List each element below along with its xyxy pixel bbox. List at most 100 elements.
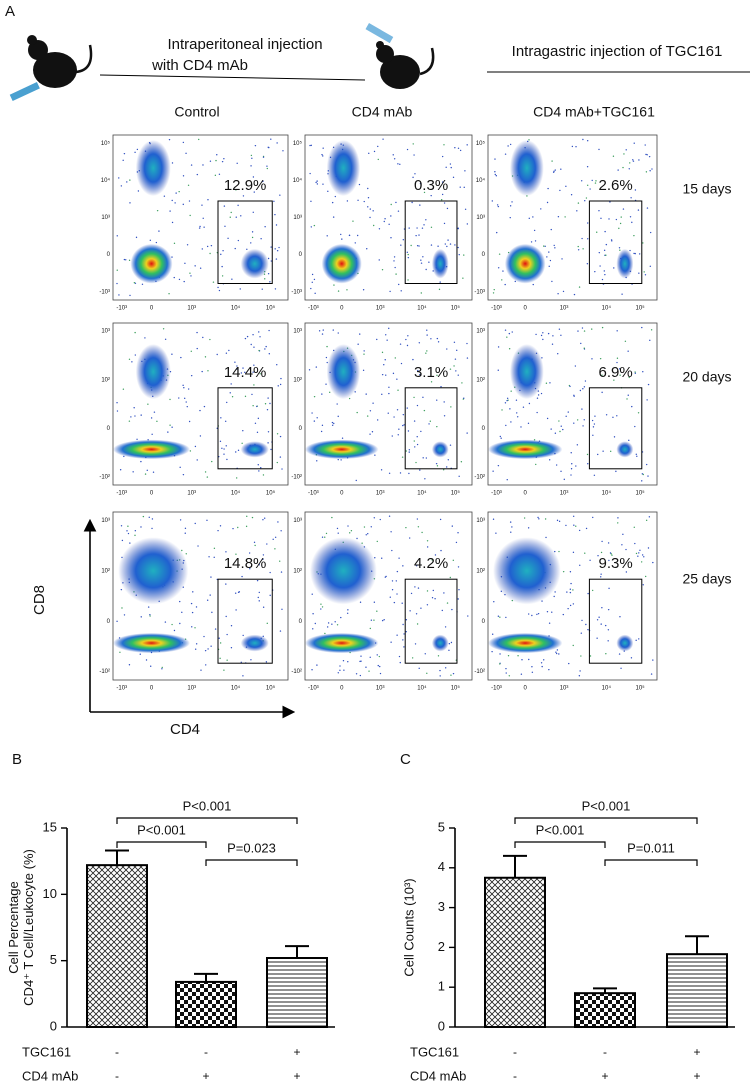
cell-dot — [313, 395, 316, 398]
cell-dot — [316, 417, 318, 419]
cell-dot — [393, 256, 396, 258]
cell-dot — [153, 411, 156, 413]
cell-dot — [621, 544, 623, 546]
cell-dot — [246, 515, 248, 518]
cell-dot — [235, 216, 237, 218]
cell-dot — [385, 334, 387, 336]
cell-dot — [580, 655, 582, 657]
p-value: P<0.001 — [137, 822, 186, 837]
cell-dot — [426, 350, 428, 352]
flow-tick-label: 10⁵ — [636, 305, 646, 312]
cell-dot — [325, 356, 328, 359]
cell-dot — [562, 570, 565, 573]
cell-dot — [641, 473, 644, 475]
cell-dot — [262, 554, 265, 556]
cell-dot — [251, 231, 254, 233]
cell-dot — [116, 620, 118, 623]
flow-tick-label: 0 — [107, 619, 111, 625]
cell-dot — [616, 415, 618, 417]
cell-dot — [560, 334, 562, 336]
cell-dot — [585, 197, 588, 199]
cell-dot — [229, 392, 231, 394]
cell-dot — [201, 370, 203, 373]
cell-dot — [637, 209, 640, 211]
cell-dot — [546, 201, 549, 204]
cell-dot — [647, 383, 650, 386]
cell-dot — [314, 292, 316, 295]
cell-dot — [645, 171, 648, 173]
cell-dot — [207, 199, 209, 201]
cell-dot — [230, 647, 233, 649]
cell-dot — [188, 420, 191, 423]
cell-dot — [242, 195, 245, 197]
cell-dot — [218, 173, 221, 176]
flow-tick-label: 10³ — [101, 329, 110, 335]
cell-dot — [324, 536, 326, 538]
flow-tick-label: 10⁴ — [602, 305, 612, 312]
cell-dot — [609, 201, 611, 203]
cell-dot — [190, 374, 193, 377]
cell-dot — [650, 673, 653, 675]
cell-dot — [444, 667, 447, 669]
cell-dot — [543, 245, 545, 247]
cell-dot — [460, 461, 463, 463]
flow-tick-label: 0 — [299, 426, 303, 432]
cell-dot — [439, 669, 441, 672]
cell-dot — [444, 243, 447, 245]
cell-dot — [541, 665, 543, 668]
p-value: P=0.023 — [227, 840, 276, 855]
cell-dot — [194, 445, 197, 448]
cell-dot — [134, 282, 137, 284]
cell-dot — [499, 663, 501, 665]
cell-dot — [376, 419, 379, 421]
cell-dot — [608, 587, 610, 590]
cell-dot — [434, 598, 436, 600]
cell-dot — [378, 228, 381, 230]
cell-dot — [378, 655, 381, 658]
cell-dot — [316, 183, 319, 185]
cell-dot — [234, 592, 237, 594]
population — [326, 139, 361, 197]
cell-dot — [310, 200, 312, 203]
cell-dot — [126, 181, 128, 183]
flow-tick-label: 10² — [101, 377, 110, 383]
cell-dot — [266, 543, 268, 545]
flow-tick-label: 10⁵ — [293, 140, 303, 147]
cell-dot — [390, 215, 392, 217]
cell-dot — [630, 197, 632, 199]
cell-dot — [396, 593, 398, 595]
cell-dot — [203, 405, 206, 408]
cell-dot — [359, 333, 361, 335]
cell-dot — [507, 145, 509, 147]
cell-dot — [399, 661, 401, 664]
cell-dot — [422, 457, 424, 459]
cell-dot — [339, 665, 341, 667]
cell-dot — [650, 329, 653, 331]
cell-dot — [580, 180, 583, 182]
cell-dot — [274, 288, 277, 290]
cell-dot — [572, 551, 575, 554]
cell-dot — [549, 259, 552, 262]
flow-tick-label: 0 — [150, 306, 154, 312]
cell-dot — [129, 294, 131, 297]
cell-dot — [220, 253, 222, 256]
cell-dot — [377, 664, 379, 667]
cell-dot — [341, 238, 343, 240]
cell-dot — [369, 216, 371, 219]
cell-dot — [499, 653, 501, 655]
cell-dot — [356, 234, 359, 237]
cell-dot — [315, 366, 318, 368]
cell-dot — [274, 248, 276, 250]
cell-dot — [442, 469, 445, 471]
cell-dot — [550, 428, 552, 430]
cell-dot — [637, 555, 639, 557]
cell-dot — [373, 517, 376, 519]
population — [504, 243, 546, 284]
cell-dot — [499, 435, 502, 438]
cell-dot — [127, 525, 129, 527]
cell-dot — [544, 245, 546, 247]
cell-dot — [183, 387, 185, 389]
cell-dot — [544, 518, 547, 520]
cell-dot — [577, 202, 580, 204]
cell-dot — [156, 420, 158, 423]
